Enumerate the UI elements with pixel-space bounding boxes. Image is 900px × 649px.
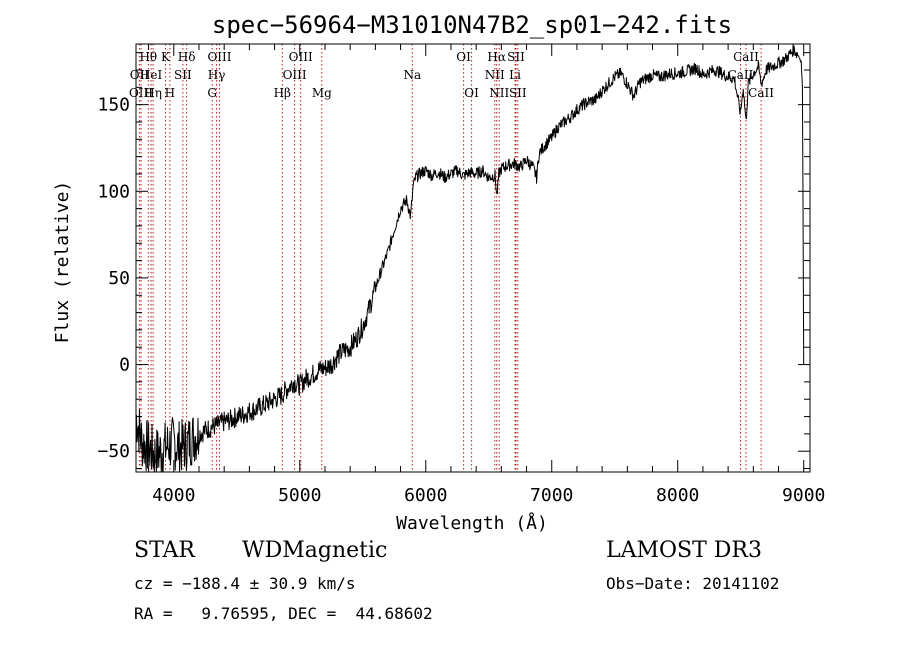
axes: 4000 5000 6000 7000 8000 9000 −50 0 50 100 150 (97, 44, 825, 506)
line-label-13: OIII (283, 68, 307, 82)
redshift-readout: cz = −188.4 ± 30.9 km/s (134, 574, 356, 593)
line-labels: Hθ OII OIII HeI Hη K H SII Hδ OIII Hγ G Hβ OIII OIII Mg… (129, 50, 774, 100)
x-axis-label: Wavelength (Å) (396, 512, 548, 534)
line-label-2: OIII (129, 86, 153, 100)
line-label-22: SII (507, 50, 525, 64)
line-label-14: OIII (289, 50, 313, 64)
object-subclass: WDMagnetic (242, 538, 388, 563)
line-label-20: NII (485, 68, 505, 82)
line-label-25: CaII (733, 50, 759, 64)
plot-frame (135, 43, 811, 473)
x-tick-label-3: 7000 (530, 485, 573, 506)
y-tick-label-2: 50 (108, 268, 130, 289)
line-label-19: Hα (487, 50, 506, 64)
line-label-10: Hγ (208, 68, 226, 82)
line-label-18: OI (464, 86, 479, 100)
y-tick-label-4: 150 (97, 95, 130, 116)
line-label-23: Li (509, 68, 521, 82)
line-label-27: CaII (748, 86, 774, 100)
line-label-1: OII (130, 68, 150, 82)
y-tick-label-3: 100 (97, 181, 130, 202)
line-label-8: Hδ (178, 50, 196, 64)
line-label-7: SII (174, 68, 192, 82)
line-label-5: K (161, 50, 171, 64)
y-tick-label-0: −50 (97, 441, 130, 462)
chart-title: spec−56964−M31010N47B2_sp01−242.fits (212, 11, 732, 39)
x-tick-label-1: 5000 (278, 485, 321, 506)
line-label-17: OI (456, 50, 471, 64)
line-label-9: OIII (207, 50, 231, 64)
object-type: STAR (134, 538, 195, 563)
line-label-3: HeI (140, 68, 163, 82)
x-tick-label-5: 9000 (782, 485, 825, 506)
line-label-24: SII (509, 86, 527, 100)
line-label-15: Mg (312, 86, 332, 100)
line-label-16: Na (403, 68, 421, 82)
line-label-26: CaII (728, 68, 754, 82)
line-label-12: Hβ (274, 86, 291, 100)
spectrum-series (135, 43, 805, 473)
series-line-0 (135, 43, 805, 473)
x-tick-label-4: 8000 (656, 485, 699, 506)
line-label-11: G (207, 86, 217, 100)
y-tick-label-1: 0 (119, 355, 130, 376)
survey-name: LAMOST DR3 (606, 538, 762, 563)
y-axis-label: Flux (relative) (52, 181, 73, 344)
line-label-0: Hθ (139, 50, 157, 64)
x-tick-label-2: 6000 (404, 485, 447, 506)
coordinates: RA = 9.76595, DEC = 44.68602 (134, 604, 433, 623)
line-label-21: NII (489, 86, 509, 100)
obs-date: Obs−Date: 20141102 (606, 574, 780, 593)
line-label-6: H (165, 86, 175, 100)
line-label-4: Hη (144, 86, 162, 100)
x-tick-label-0: 4000 (152, 485, 195, 506)
line-markers (138, 44, 762, 472)
